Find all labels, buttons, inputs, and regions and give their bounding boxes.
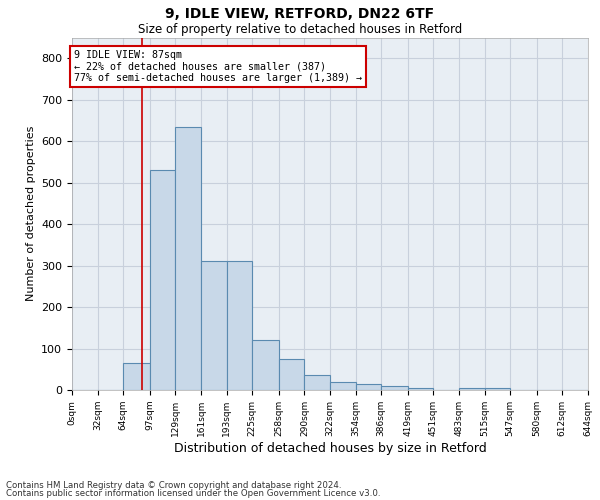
Text: Contains public sector information licensed under the Open Government Licence v3: Contains public sector information licen… <box>6 488 380 498</box>
Bar <box>123 363 150 390</box>
Bar <box>201 262 227 390</box>
Bar <box>485 388 510 390</box>
Bar <box>279 359 304 390</box>
Bar <box>304 376 330 390</box>
Bar <box>381 386 408 390</box>
Bar <box>175 126 201 390</box>
Bar <box>459 388 485 390</box>
Bar <box>408 388 433 390</box>
Text: Contains HM Land Registry data © Crown copyright and database right 2024.: Contains HM Land Registry data © Crown c… <box>6 481 341 490</box>
X-axis label: Distribution of detached houses by size in Retford: Distribution of detached houses by size … <box>173 442 487 454</box>
Bar <box>330 382 356 390</box>
Bar <box>227 262 252 390</box>
Bar <box>252 340 279 390</box>
Y-axis label: Number of detached properties: Number of detached properties <box>26 126 35 302</box>
Text: 9, IDLE VIEW, RETFORD, DN22 6TF: 9, IDLE VIEW, RETFORD, DN22 6TF <box>166 8 434 22</box>
Bar <box>356 384 381 390</box>
Bar <box>150 170 175 390</box>
Text: 9 IDLE VIEW: 87sqm
← 22% of detached houses are smaller (387)
77% of semi-detach: 9 IDLE VIEW: 87sqm ← 22% of detached hou… <box>74 50 362 83</box>
Text: Size of property relative to detached houses in Retford: Size of property relative to detached ho… <box>138 22 462 36</box>
